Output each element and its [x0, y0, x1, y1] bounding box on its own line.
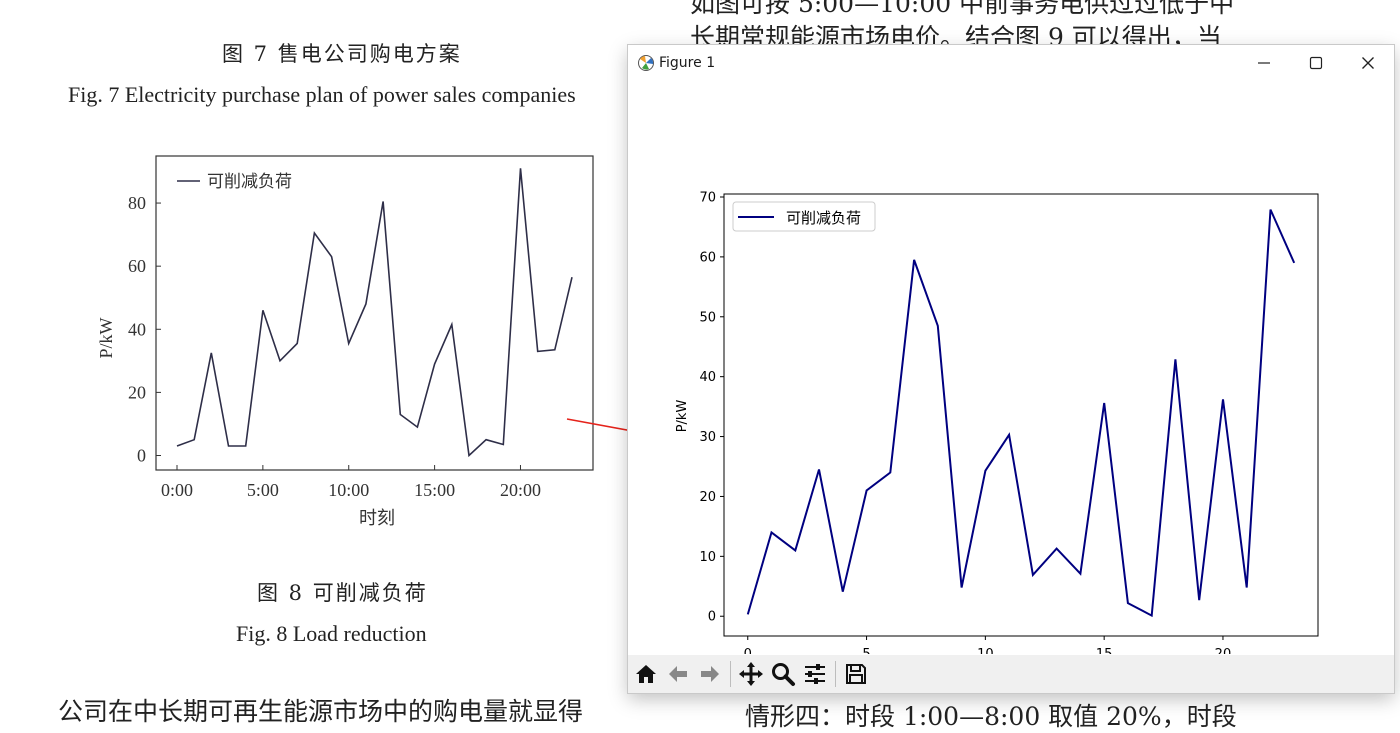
forward-button[interactable]: [694, 658, 726, 690]
minimize-icon: [1258, 62, 1270, 64]
fig8-caption-cn: 图 8 可削减负荷: [257, 581, 428, 605]
main-y-tick-label: 20: [699, 490, 716, 505]
main-y-axis-label: P/kW: [675, 400, 690, 433]
bottom-left-body-text: 公司在中长期可再生能源市场中的购电量就显得: [58, 697, 584, 726]
top-right-text-line1: 如图可按 5:00—10:00 中前事务电供过过低于中: [690, 0, 1235, 18]
fig8-caption-en: Fig. 8 Load reduction: [236, 621, 427, 646]
configure-subplots-button[interactable]: [799, 658, 831, 690]
zoom-icon: [772, 663, 795, 686]
main-y-tick-label: 60: [699, 250, 716, 265]
window-titlebar[interactable]: Figure 1: [628, 45, 1394, 81]
pan-icon: [739, 662, 763, 686]
main-x-tick-label: 20: [1215, 647, 1232, 654]
main-y-tick-label: 0: [708, 610, 716, 625]
close-icon: [1362, 57, 1374, 69]
maximize-button[interactable]: [1290, 45, 1342, 81]
embedded-x-tick-label: 10:00: [328, 480, 369, 500]
main-y-tick-label: 40: [699, 370, 716, 385]
figure-canvas[interactable]: 01020304050607005101520 可削减负荷 P/kW t/h: [628, 81, 1394, 682]
configure-subplots-icon: [805, 664, 825, 684]
save-button[interactable]: [840, 658, 872, 690]
minimize-button[interactable]: [1238, 45, 1290, 81]
main-chart-frame: [723, 193, 1319, 637]
back-icon: [669, 666, 687, 682]
home-button[interactable]: [630, 658, 662, 690]
fig7-caption-en: Fig. 7 Electricity purchase plan of powe…: [68, 82, 576, 107]
embedded-y-tick-label: 60: [128, 256, 146, 276]
window-title: Figure 1: [659, 55, 716, 71]
main-x-tick-label: 0: [744, 647, 752, 654]
main-y-tick-label: 10: [699, 550, 716, 565]
main-legend-box: [732, 201, 876, 232]
embedded-y-axis-label: P/kW: [96, 317, 116, 358]
navigation-toolbar: [628, 655, 1394, 693]
back-button[interactable]: [662, 658, 694, 690]
main-chart-series-line: [746, 209, 1296, 618]
embedded-x-axis-label: 时刻: [359, 508, 395, 529]
home-icon: [636, 665, 656, 683]
embedded-x-tick-label: 0:00: [161, 480, 193, 500]
embedded-legend-label: 可削减负荷: [207, 172, 292, 192]
main-x-tick-label: 15: [1096, 647, 1113, 654]
main-y-tick-label: 70: [699, 190, 716, 205]
main-y-tick-label: 50: [699, 310, 716, 325]
main-y-tick-label: 30: [699, 430, 716, 445]
embedded-y-tick-label: 80: [128, 193, 146, 213]
fig7-caption-cn: 图 7 售电公司购电方案: [222, 42, 462, 66]
bottom-right-body-text: 情形四：时段 1:00—8:00 取值 20%，时段: [745, 702, 1237, 731]
embedded-y-tick-label: 40: [128, 319, 146, 339]
maximize-icon: [1309, 56, 1323, 70]
main-x-tick-label: 10: [977, 647, 994, 654]
embedded-chart-series-line: [176, 168, 573, 458]
embedded-y-tick-label: 0: [137, 446, 146, 466]
toolbar-separator: [730, 661, 731, 687]
embedded-x-tick-label: 15:00: [414, 480, 455, 500]
zoom-button[interactable]: [767, 658, 799, 690]
main-x-tick-label: 5: [862, 647, 870, 654]
forward-icon: [701, 666, 719, 682]
toolbar-separator: [835, 661, 836, 687]
main-chart-svg: 01020304050607005101520 可削减负荷 P/kW t/h: [675, 190, 1319, 682]
main-legend-label: 可削减负荷: [786, 209, 861, 227]
embedded-x-tick-label: 5:00: [247, 480, 279, 500]
embedded-chart-frame: [155, 155, 594, 471]
pan-button[interactable]: [735, 658, 767, 690]
close-button[interactable]: [1342, 45, 1394, 81]
figure-window[interactable]: Figure 1 0 10 20 30 40 50 60 70 0 5 10 15 20 可削减负荷 P…: [628, 45, 1394, 693]
save-icon: [846, 664, 866, 684]
embedded-y-tick-label: 20: [128, 382, 146, 402]
embedded-x-tick-label: 20:00: [500, 480, 541, 500]
matplotlib-icon: [637, 54, 655, 72]
